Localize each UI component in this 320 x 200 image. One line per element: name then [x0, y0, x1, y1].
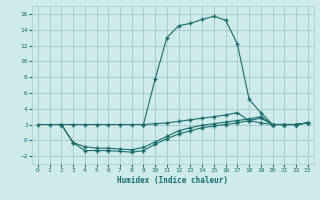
- X-axis label: Humidex (Indice chaleur): Humidex (Indice chaleur): [117, 176, 228, 185]
